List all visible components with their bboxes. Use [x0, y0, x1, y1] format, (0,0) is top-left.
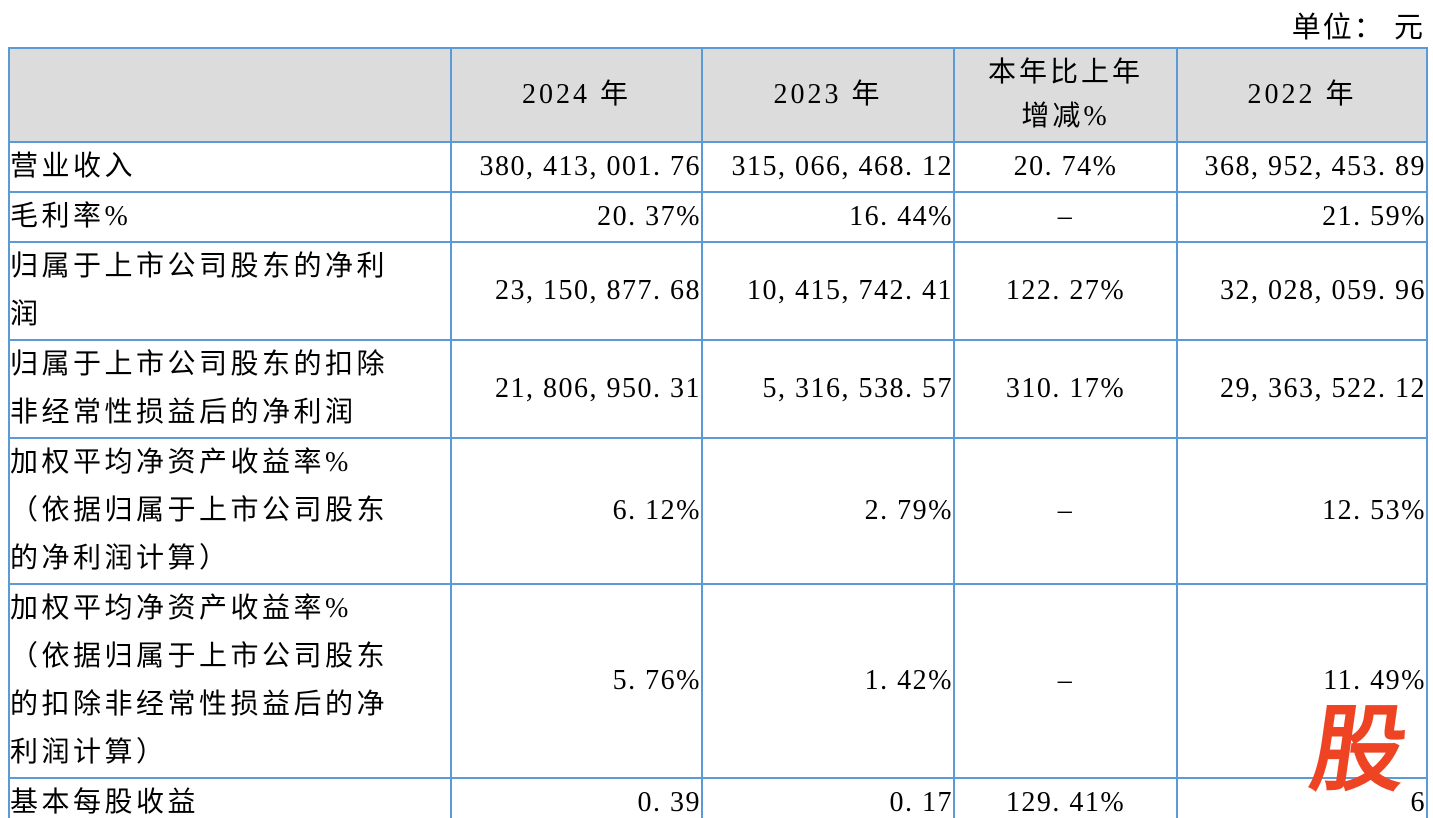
cell-change: 310. 17% [953, 339, 1178, 439]
cell-2023: 10, 415, 742. 41 [701, 241, 955, 341]
table-row-net-profit: 归属于上市公司股东的净利润 23, 150, 877. 68 10, 415, … [8, 241, 1428, 341]
cell-2022: 368, 952, 453. 89 [1176, 141, 1428, 193]
cell-2024: 21, 806, 950. 31 [450, 339, 703, 439]
cell-2023: 2. 79% [701, 437, 955, 585]
row-label: 基本每股收益 [8, 777, 452, 818]
cell-2023: 16. 44% [701, 191, 955, 243]
cell-change: – [953, 583, 1178, 779]
cell-2024: 5. 76% [450, 583, 703, 779]
cell-2024: 23, 150, 877. 68 [450, 241, 703, 341]
table-row-weighted-roe-deducted: 加权平均净资产收益率%（依据归属于上市公司股东的扣除非经常性损益后的净利润计算）… [8, 583, 1428, 779]
row-label: 归属于上市公司股东的净利润 [8, 241, 452, 341]
cell-change: 122. 27% [953, 241, 1178, 341]
financial-summary-table: 2024 年 2023 年 本年比上年增减% 2022 年 营业收入 380, … [8, 47, 1428, 818]
row-label: 加权平均净资产收益率%（依据归属于上市公司股东的净利润计算） [8, 437, 452, 585]
cell-2022: 32, 028, 059. 96 [1176, 241, 1428, 341]
cell-2024: 6. 12% [450, 437, 703, 585]
cell-change: 20. 74% [953, 141, 1178, 193]
cell-2024: 0. 39 [450, 777, 703, 818]
table-row-net-profit-deducted: 归属于上市公司股东的扣除非经常性损益后的净利润 21, 806, 950. 31… [8, 339, 1428, 439]
row-label: 归属于上市公司股东的扣除非经常性损益后的净利润 [8, 339, 452, 439]
cell-change: 129. 41% [953, 777, 1178, 818]
header-cell-2024: 2024 年 [450, 47, 703, 143]
cell-2022: 29, 363, 522. 12 [1176, 339, 1428, 439]
cell-2022: 11. 49% [1176, 583, 1428, 779]
table-header-row: 2024 年 2023 年 本年比上年增减% 2022 年 [8, 47, 1428, 143]
table-row-revenue: 营业收入 380, 413, 001. 76 315, 066, 468. 12… [8, 141, 1428, 193]
header-cell-2023: 2023 年 [701, 47, 955, 143]
row-label: 营业收入 [8, 141, 452, 193]
cell-2022: 12. 53% [1176, 437, 1428, 585]
table-row-basic-eps: 基本每股收益 0. 39 0. 17 129. 41% 6 [8, 777, 1428, 818]
cell-2022: 21. 59% [1176, 191, 1428, 243]
cell-2023: 0. 17 [701, 777, 955, 818]
cell-2024: 20. 37% [450, 191, 703, 243]
cell-2023: 5, 316, 538. 57 [701, 339, 955, 439]
row-label: 加权平均净资产收益率%（依据归属于上市公司股东的扣除非经常性损益后的净利润计算） [8, 583, 452, 779]
header-cell-empty [8, 47, 452, 143]
header-cell-2022: 2022 年 [1176, 47, 1428, 143]
cell-2023: 1. 42% [701, 583, 955, 779]
cell-2023: 315, 066, 468. 12 [701, 141, 955, 193]
cell-change: – [953, 437, 1178, 585]
cell-change: – [953, 191, 1178, 243]
header-cell-change: 本年比上年增减% [953, 47, 1178, 143]
table-row-weighted-roe: 加权平均净资产收益率%（依据归属于上市公司股东的净利润计算） 6. 12% 2.… [8, 437, 1428, 585]
cell-2024: 380, 413, 001. 76 [450, 141, 703, 193]
unit-label: 单位： 元 [1291, 12, 1425, 44]
table-row-gross-margin: 毛利率% 20. 37% 16. 44% – 21. 59% [8, 191, 1428, 243]
row-label: 毛利率% [8, 191, 452, 243]
cell-2022-obscured: 6 [1176, 777, 1428, 818]
